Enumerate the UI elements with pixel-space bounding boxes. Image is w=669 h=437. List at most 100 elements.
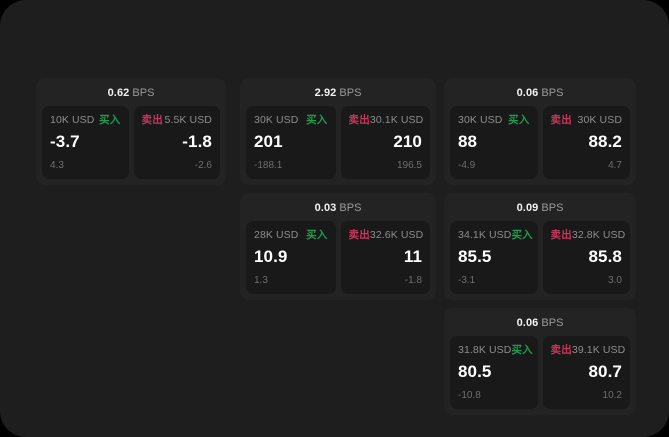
buy-side-label: 买入 <box>99 114 121 126</box>
sell-delta: 4.7 <box>608 160 622 171</box>
buy-delta: 4.3 <box>50 160 64 171</box>
sell-size-label: 32.6K USD <box>369 229 424 241</box>
buy-pane[interactable]: 28K USD 买入 10.9 1.3 <box>246 221 336 294</box>
buy-size-label: 34.1K USD <box>458 229 512 241</box>
sell-side-label: 卖出 <box>141 114 163 126</box>
quote-panes: 10K USD 买入 -3.7 4.3 卖出 5.5K USD -1.8 -2.6 <box>42 106 220 179</box>
spread-header: 2.92 BPS <box>246 85 430 106</box>
buy-price: 201 <box>254 132 283 151</box>
quote-card[interactable]: 0.09 BPS 34.1K USD 买入 85.5 -3.1 卖出 32.8K USD 85.… <box>444 193 636 300</box>
quote-column-2: 2.92 BPS 30K USD 买入 201 -188.1 卖出 30.1K USD 210 1… <box>240 78 436 308</box>
buy-price: 80.5 <box>458 362 492 381</box>
buy-pane-header: 30K USD 买入 <box>254 114 328 126</box>
sell-price: 80.7 <box>588 362 622 381</box>
sell-pane-header: 卖出 32.6K USD <box>348 229 424 241</box>
quote-panes: 31.8K USD 买入 80.5 -10.8 卖出 39.1K USD 80.7 10.2 <box>450 336 630 409</box>
sell-pane[interactable]: 卖出 32.8K USD 85.8 3.0 <box>542 221 630 294</box>
sell-price: 11 <box>403 247 422 266</box>
sell-pane-header: 卖出 5.5K USD <box>142 114 213 126</box>
spread-header: 0.09 BPS <box>450 200 630 221</box>
buy-size-label: 31.8K USD <box>458 344 512 356</box>
sell-size-label: 39.1K USD <box>571 344 626 356</box>
buy-price: 10.9 <box>254 247 288 266</box>
sell-price: 85.8 <box>588 247 622 266</box>
quote-column-3: 0.06 BPS 30K USD 买入 88 -4.9 卖出 30K USD 88.2 4.7 0.… <box>444 78 636 423</box>
buy-delta: -4.9 <box>458 160 476 171</box>
buy-size-label: 10K USD <box>50 114 95 126</box>
spread-value: 0.03 <box>314 202 337 214</box>
buy-pane[interactable]: 34.1K USD 买入 85.5 -3.1 <box>450 221 538 294</box>
buy-pane-header: 10K USD 买入 <box>50 114 121 126</box>
buy-side-label: 买入 <box>306 114 328 126</box>
spread-unit: BPS <box>541 87 564 99</box>
sell-side-label: 卖出 <box>348 114 370 126</box>
quote-board: 0.62 BPS 10K USD 买入 -3.7 4.3 卖出 5.5K USD -1.8 -2.… <box>36 78 636 415</box>
buy-size-label: 30K USD <box>458 114 503 126</box>
sell-size-label: 5.5K USD <box>164 114 212 126</box>
buy-pane[interactable]: 30K USD 买入 201 -188.1 <box>246 106 336 179</box>
buy-delta: -188.1 <box>254 160 283 171</box>
sell-side-label: 卖出 <box>550 114 572 126</box>
spread-value: 0.06 <box>516 87 539 99</box>
spread-header: 0.06 BPS <box>450 315 630 336</box>
buy-side-label: 买入 <box>511 229 533 241</box>
sell-pane[interactable]: 卖出 5.5K USD -1.8 -2.6 <box>133 106 220 179</box>
spread-header: 0.06 BPS <box>450 85 630 106</box>
sell-pane-header: 卖出 32.8K USD <box>550 229 626 241</box>
buy-price: 85.5 <box>458 247 492 266</box>
sell-size-label: 30K USD <box>577 114 622 126</box>
buy-size-label: 28K USD <box>254 229 299 241</box>
buy-pane[interactable]: 31.8K USD 买入 80.5 -10.8 <box>450 336 538 409</box>
buy-delta: 1.3 <box>254 275 268 286</box>
buy-pane-header: 28K USD 买入 <box>254 229 328 241</box>
spread-value: 2.92 <box>314 87 337 99</box>
spread-value: 0.09 <box>516 202 539 214</box>
buy-side-label: 买入 <box>508 114 530 126</box>
sell-side-label: 卖出 <box>348 229 370 241</box>
sell-price: -1.8 <box>182 132 212 151</box>
sell-pane[interactable]: 卖出 30K USD 88.2 4.7 <box>542 106 630 179</box>
quote-card[interactable]: 0.06 BPS 31.8K USD 买入 80.5 -10.8 卖出 39.1K USD 80… <box>444 308 636 415</box>
buy-size-label: 30K USD <box>254 114 299 126</box>
buy-side-label: 买入 <box>306 229 328 241</box>
quote-panes: 30K USD 买入 88 -4.9 卖出 30K USD 88.2 4.7 <box>450 106 630 179</box>
quote-column-1: 0.62 BPS 10K USD 买入 -3.7 4.3 卖出 5.5K USD -1.8 -2.… <box>36 78 226 193</box>
buy-pane-header: 30K USD 买入 <box>458 114 530 126</box>
quote-card[interactable]: 0.62 BPS 10K USD 买入 -3.7 4.3 卖出 5.5K USD -1.8 -2.… <box>36 78 226 185</box>
buy-delta: -3.1 <box>458 275 476 286</box>
sell-side-label: 卖出 <box>550 229 572 241</box>
quote-card[interactable]: 0.06 BPS 30K USD 买入 88 -4.9 卖出 30K USD 88.2 4.7 <box>444 78 636 185</box>
buy-side-label: 买入 <box>511 344 533 356</box>
quote-panes: 30K USD 买入 201 -188.1 卖出 30.1K USD 210 196.5 <box>246 106 430 179</box>
sell-size-label: 32.8K USD <box>571 229 626 241</box>
quote-panes: 34.1K USD 买入 85.5 -3.1 卖出 32.8K USD 85.8 3.0 <box>450 221 630 294</box>
sell-pane[interactable]: 卖出 30.1K USD 210 196.5 <box>340 106 430 179</box>
spread-unit: BPS <box>541 317 564 329</box>
buy-pane-header: 31.8K USD 买入 <box>458 344 533 356</box>
quote-card[interactable]: 0.03 BPS 28K USD 买入 10.9 1.3 卖出 32.6K USD 11 -1.8 <box>240 193 436 300</box>
sell-pane[interactable]: 卖出 32.6K USD 11 -1.8 <box>340 221 430 294</box>
sell-pane-header: 卖出 30K USD <box>551 114 623 126</box>
spread-unit: BPS <box>339 202 362 214</box>
sell-size-label: 30.1K USD <box>369 114 424 126</box>
spread-header: 0.62 BPS <box>42 85 220 106</box>
sell-delta: 10.2 <box>602 390 622 401</box>
sell-delta: -2.6 <box>194 160 212 171</box>
buy-price: 88 <box>458 132 478 151</box>
quote-panes: 28K USD 买入 10.9 1.3 卖出 32.6K USD 11 -1.8 <box>246 221 430 294</box>
quote-card[interactable]: 2.92 BPS 30K USD 买入 201 -188.1 卖出 30.1K USD 210 1… <box>240 78 436 185</box>
buy-pane[interactable]: 30K USD 买入 88 -4.9 <box>450 106 538 179</box>
sell-pane-header: 卖出 39.1K USD <box>550 344 626 356</box>
sell-price: 88.2 <box>588 132 622 151</box>
sell-price: 210 <box>393 132 422 151</box>
sell-delta: 196.5 <box>396 160 422 171</box>
buy-price: -3.7 <box>50 132 80 151</box>
spread-unit: BPS <box>132 87 155 99</box>
sell-pane[interactable]: 卖出 39.1K USD 80.7 10.2 <box>542 336 630 409</box>
buy-pane[interactable]: 10K USD 买入 -3.7 4.3 <box>42 106 129 179</box>
sell-delta: -1.8 <box>404 275 422 286</box>
sell-pane-header: 卖出 30.1K USD <box>348 114 424 126</box>
sell-side-label: 卖出 <box>550 344 572 356</box>
sell-delta: 3.0 <box>608 275 622 286</box>
